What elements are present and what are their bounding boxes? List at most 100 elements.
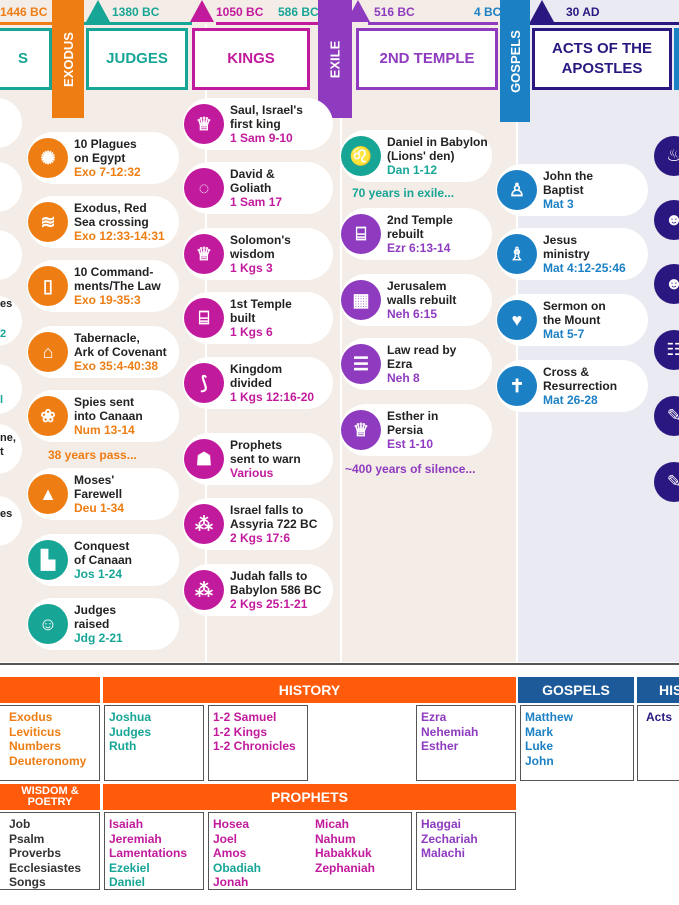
scripture-ref: Exo 35:4-40:38 <box>74 359 159 373</box>
book-name[interactable]: Job <box>9 817 31 831</box>
book-name[interactable]: John <box>525 753 554 768</box>
book-name[interactable]: Esther <box>421 739 459 753</box>
event-card-stub[interactable] <box>0 230 22 280</box>
book-name[interactable]: Deuteronomy <box>9 753 87 768</box>
event-card[interactable]: ⌸ 1st Temple built 1 Kgs 6 <box>183 292 333 344</box>
book-name[interactable]: Psalm <box>9 831 45 846</box>
book-name[interactable]: Joel <box>213 831 238 846</box>
event-card[interactable]: ♗ Jesus ministry Mat 4:12-25:46 <box>496 228 648 280</box>
date-marker: 30 AD <box>566 5 600 19</box>
event-title: David & Goliath <box>230 167 275 195</box>
era-box-acts: ACTS OF THE APOSTLES <box>532 28 672 90</box>
book-name[interactable]: Zephaniah <box>315 860 376 875</box>
event-card[interactable]: ⁂ Israel falls to Assyria 722 BC 2 Kgs 17… <box>183 498 333 550</box>
book-name[interactable]: Mark <box>525 724 554 739</box>
event-card-stub[interactable] <box>0 98 22 148</box>
sling-icon: ◌ <box>184 168 224 208</box>
event-card[interactable]: ♥ Sermon on the Mount Mat 5-7 <box>496 294 648 346</box>
event-card[interactable]: ❀ Spies sent into Canaan Num 13-14 <box>27 390 179 442</box>
event-card[interactable]: ✝ Cross & Resurrection Mat 26-28 <box>496 360 648 412</box>
book-name[interactable]: Daniel <box>109 875 146 889</box>
event-card[interactable]: ▦ Jerusalem walls rebuilt Neh 6:15 <box>340 274 492 326</box>
book-name[interactable]: Amos <box>213 846 247 860</box>
event-card[interactable]: ≋ Exodus, Red Sea crossing Exo 12:33-14:3… <box>27 196 179 248</box>
scripture-ref: Mat 4:12-25:46 <box>543 261 626 275</box>
history-books-early: Joshua Judges Ruth <box>104 705 204 781</box>
book-name[interactable]: Malachi <box>421 846 466 860</box>
event-card[interactable]: ⟆ Kingdom divided 1 Kgs 12:16-20 <box>183 357 333 409</box>
book-name[interactable]: Ecclesiastes <box>9 860 82 875</box>
history-header: HISTORY <box>103 677 516 703</box>
meeting-icon[interactable]: ☷ <box>654 330 679 370</box>
event-card[interactable]: ✺ 10 Plagues on Egypt Exo 7-12:32 <box>27 132 179 184</box>
wisdom-books: Job Psalm Proverbs Ecclesiastes Songs <box>0 812 100 890</box>
book-name[interactable]: Obadiah <box>213 860 262 875</box>
book-name[interactable]: Habakkuk <box>315 846 372 860</box>
event-card[interactable]: ☗ Prophets sent to warn Various <box>183 433 333 485</box>
flame-icon[interactable]: ♨ <box>654 136 679 176</box>
book-name[interactable]: Ezra <box>421 710 447 724</box>
book-name[interactable]: Jonah <box>213 875 249 889</box>
event-card[interactable]: ♕ Saul, Israel's first king 1 Sam 9-10 <box>183 98 333 150</box>
book-name[interactable]: Hosea <box>213 817 250 831</box>
book-name[interactable]: Acts <box>646 710 673 724</box>
people-icon[interactable]: ☻ <box>654 200 679 240</box>
event-card[interactable]: ♕ Solomon's wisdom 1 Kgs 3 <box>183 228 333 280</box>
event-card-stub[interactable] <box>0 296 22 346</box>
wisdom-header: WISDOM & POETRY <box>0 784 100 810</box>
event-title: Solomon's wisdom <box>230 233 291 261</box>
book-name[interactable]: Zechariah <box>421 831 478 846</box>
history-books-kings: 1-2 Samuel 1-2 Kings 1-2 Chronicles <box>208 705 308 781</box>
temple-icon: ⌸ <box>184 298 224 338</box>
book-name[interactable]: Lamentations <box>109 846 188 860</box>
timeline-bar <box>216 22 326 25</box>
book-name[interactable]: Numbers <box>9 739 62 753</box>
book-name[interactable]: Isaiah <box>109 817 144 831</box>
quill-icon[interactable]: ✎ <box>654 396 679 436</box>
event-card[interactable]: ⁂ Judah falls to Babylon 586 BC 2 Kgs 25:… <box>183 564 333 616</box>
book-name[interactable]: Ezekiel <box>109 860 150 875</box>
event-card[interactable]: ▙ Conquest of Canaan Jos 1-24 <box>27 534 179 586</box>
book-name[interactable]: 1-2 Chronicles <box>213 739 296 753</box>
event-card-stub[interactable] <box>0 424 22 474</box>
book-name[interactable]: Songs <box>9 875 46 889</box>
book-name[interactable]: Nehemiah <box>421 724 479 739</box>
event-card[interactable]: ⌸ 2nd Temple rebuilt Ezr 6:13-14 <box>340 208 492 260</box>
event-card[interactable]: ♙ John the Baptist Mat 3 <box>496 164 648 216</box>
scripture-ref: Jdg 2-21 <box>74 631 123 645</box>
book-name[interactable]: 1-2 Samuel <box>213 710 277 724</box>
book-name[interactable]: Haggai <box>421 817 462 831</box>
book-name[interactable]: Exodus <box>9 710 53 724</box>
book-name[interactable]: Judges <box>109 724 152 739</box>
book-name[interactable]: 1-2 Kings <box>213 724 268 739</box>
quill-icon[interactable]: ✎ <box>654 462 679 502</box>
book-name[interactable]: Luke <box>525 739 554 753</box>
event-card-stub[interactable] <box>0 364 22 414</box>
event-card[interactable]: ⌂ Tabernacle, Ark of Covenant Exo 35:4-40… <box>27 326 179 378</box>
event-card-stub[interactable] <box>0 162 22 212</box>
book-name[interactable]: Micah <box>315 817 350 831</box>
date-marker: 1446 BC <box>0 5 48 19</box>
book-name[interactable]: Joshua <box>109 710 152 724</box>
scripture-ref: Jos 1-24 <box>74 567 123 581</box>
book-name[interactable]: Ruth <box>109 739 137 753</box>
temple-icon: ⌸ <box>341 214 381 254</box>
group-icon[interactable]: ☻ <box>654 264 679 304</box>
event-card[interactable]: ♌ Daniel in Babylon (Lions' den) Dan 1-12 <box>340 130 492 182</box>
event-card[interactable]: ▲ Moses' Farewell Deu 1-34 <box>27 468 179 520</box>
book-name[interactable]: Leviticus <box>9 724 62 739</box>
event-title: Prophets sent to warn <box>230 438 301 466</box>
event-card[interactable]: ☰ Law read by Ezra Neh 8 <box>340 338 492 390</box>
book-name[interactable]: Proverbs <box>9 846 62 860</box>
event-card[interactable]: ◌ David & Goliath 1 Sam 17 <box>183 162 333 214</box>
book-name[interactable]: Jeremiah <box>109 831 162 846</box>
book-name[interactable]: Nahum <box>315 831 356 846</box>
book-name[interactable]: Matthew <box>525 710 573 724</box>
event-card[interactable]: ♕ Esther in Persia Est 1-10 <box>340 404 492 456</box>
event-card[interactable]: ☺ Judges raised Jdg 2-21 <box>27 598 179 650</box>
event-card[interactable]: ▯ 10 Command- ments/The Law Exo 19-35:3 <box>27 260 179 312</box>
date-marker: 586 BC <box>278 5 319 19</box>
event-card-stub[interactable] <box>0 496 22 546</box>
event-title: Israel falls to Assyria 722 BC <box>230 503 318 531</box>
scripture-ref: 1 Kgs 12:16-20 <box>230 390 315 404</box>
